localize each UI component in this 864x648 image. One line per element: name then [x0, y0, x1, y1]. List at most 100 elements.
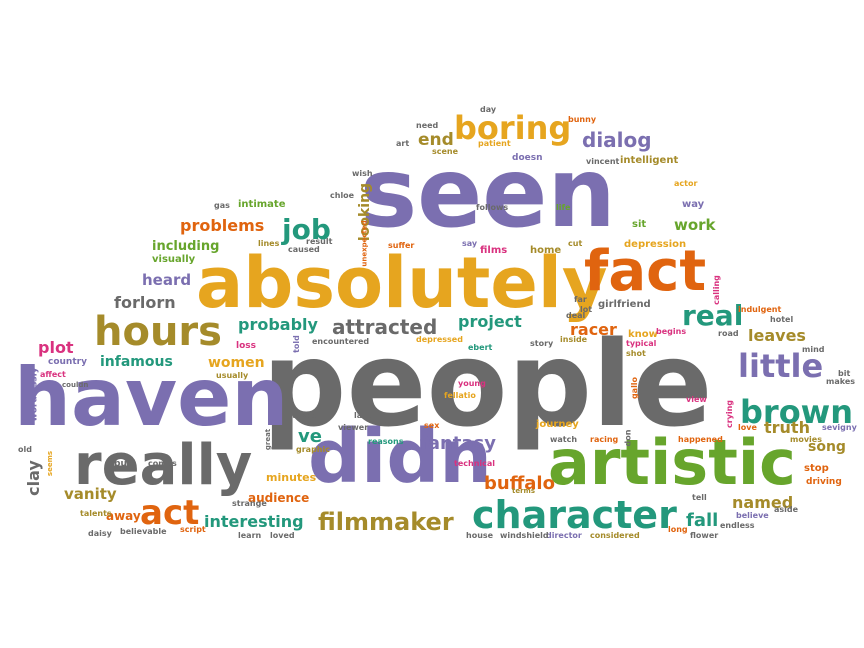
cloud-word: audience [248, 491, 310, 505]
cloud-word: away [106, 509, 141, 523]
cloud-word: suffer [388, 241, 415, 250]
cloud-word: forlorn [114, 293, 176, 312]
cloud-word: need [416, 121, 439, 130]
cloud-word: act [140, 493, 200, 533]
cloud-word: home [530, 245, 562, 256]
cloud-word: project [458, 312, 522, 331]
cloud-word: vincent [586, 157, 620, 166]
cloud-word: typical [626, 339, 657, 348]
cloud-word: flower [690, 531, 719, 540]
cloud-word: named [732, 493, 794, 512]
cloud-word: viewer [338, 423, 369, 432]
cloud-word: know [628, 329, 658, 340]
cloud-word: movies [790, 435, 822, 444]
cloud-word: real [682, 299, 744, 332]
cloud-word: bit [838, 369, 851, 378]
cloud-word: encountered [312, 337, 370, 346]
cloud-word: song [808, 439, 846, 455]
cloud-word: plot [38, 338, 74, 357]
cloud-word: probably [238, 315, 318, 334]
cloud-word: result [306, 237, 333, 246]
cloud-word: artistic [548, 426, 796, 499]
cloud-word: actor [674, 179, 698, 188]
cloud-word: loss [236, 341, 256, 351]
cloud-word: racing [590, 435, 619, 444]
cloud-word: fantasy [420, 433, 496, 454]
cloud-word: endless [720, 521, 755, 530]
cloud-word: women [208, 355, 265, 371]
cloud-word: strange [232, 499, 267, 508]
cloud-word: buffalo [484, 473, 555, 494]
cloud-word: day [480, 105, 497, 114]
cloud-word: watch [550, 435, 578, 444]
cloud-word: believe [736, 511, 769, 520]
cloud-word: haven [14, 351, 289, 444]
cloud-word: truth [764, 418, 810, 437]
cloud-word: aside [774, 505, 799, 514]
cloud-word: life [556, 203, 571, 212]
cloud-word: gas [214, 201, 230, 210]
cloud-word: minutes [266, 471, 317, 484]
cloud-word: racer [570, 320, 617, 339]
cloud-word: say [462, 239, 478, 248]
cloud-word: tell [692, 493, 707, 502]
cloud-word: brown [740, 393, 854, 431]
cloud-word: script [180, 525, 206, 534]
cloud-word: sit [632, 219, 647, 230]
cloud-word: art [396, 139, 410, 148]
cloud-word: boring [454, 109, 572, 147]
cloud-word: house [466, 531, 494, 540]
cloud-word: follows [476, 203, 509, 212]
cloud-word: self [378, 419, 395, 428]
cloud-word: people [262, 315, 713, 453]
cloud-word: vanity [64, 485, 117, 503]
cloud-word: really [74, 433, 253, 498]
cloud-word: filmmaker [318, 508, 454, 536]
cloud-word: believable [120, 527, 167, 536]
cloud-word: stop [804, 463, 829, 474]
cloud-word: bunny [568, 115, 597, 124]
cloud-word: happened [678, 435, 723, 444]
cloud-word: couldn [62, 381, 89, 389]
cloud-word: ve [298, 426, 322, 447]
cloud-word: hours [94, 309, 222, 355]
cloud-word: windshield [500, 531, 549, 540]
cloud-word: job [282, 213, 331, 246]
cloud-word: great [264, 428, 273, 451]
cloud-word: talents [80, 509, 112, 518]
cloud-word: intimate [238, 199, 286, 210]
cloud-word: comes [148, 459, 177, 468]
cloud-word: caused [288, 245, 320, 254]
cloud-word: terms [512, 487, 536, 495]
cloud-word: doesn [512, 153, 543, 163]
cloud-word: little [738, 347, 824, 385]
cloud-word: makes [826, 377, 856, 386]
cloud-word: work [674, 216, 716, 234]
cloud-word: intelligent [620, 155, 679, 166]
cloud-word: interesting [204, 512, 304, 531]
cloud-word: director [546, 531, 582, 540]
cloud-word: story [530, 339, 554, 348]
cloud-word: technical [454, 459, 496, 468]
cloud-word: told [291, 335, 301, 353]
cloud-word: cut [568, 239, 583, 248]
cloud-word: end [418, 130, 454, 150]
cloud-word: fact [584, 239, 707, 304]
cloud-word: hotel [770, 315, 794, 324]
cloud-word: didn [308, 414, 492, 500]
cloud-word: old [18, 445, 32, 454]
cloud-word: road [718, 329, 739, 338]
cloud-word: country [48, 357, 87, 367]
cloud-word: view [686, 395, 707, 404]
cloud-word: lot [580, 305, 593, 314]
cloud-word: begins [656, 327, 687, 336]
cloud-word: infamous [100, 354, 173, 370]
cloud-word: dialog [582, 128, 652, 152]
cloud-word: sevigny [822, 423, 857, 432]
cloud-word: sex [424, 421, 440, 430]
cloud-word: deal [566, 311, 586, 320]
cloud-word: wish [352, 169, 373, 178]
cloud-word: leaves [748, 326, 806, 345]
cloud-word: lack [354, 411, 373, 420]
